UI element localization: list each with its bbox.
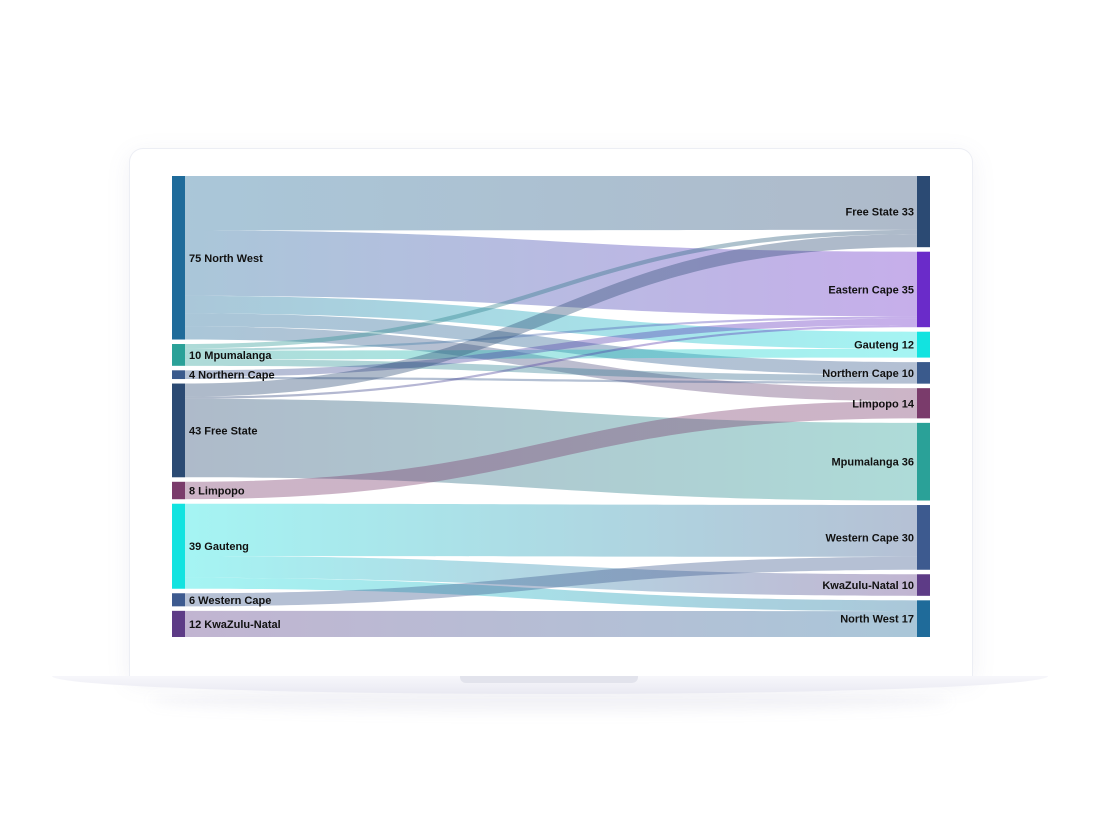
link-free-state-to-free-state bbox=[185, 234, 917, 397]
target-label-northern-cape: Northern Cape 10 bbox=[822, 368, 914, 380]
sankey-links bbox=[185, 176, 917, 637]
source-label-northern-cape: 4 Northern Cape bbox=[189, 370, 275, 382]
target-label-free-state: Free State 33 bbox=[846, 207, 914, 219]
link-mpumalanga-to-free-state bbox=[185, 229, 917, 349]
target-node-gauteng bbox=[917, 331, 930, 358]
target-node-north-west bbox=[917, 600, 930, 637]
target-label-kwazulu-natal: KwaZulu-Natal 10 bbox=[822, 580, 914, 592]
laptop-base bbox=[52, 676, 1048, 694]
source-node-western-cape bbox=[172, 593, 185, 607]
target-label-mpumalanga: Mpumalanga 36 bbox=[831, 457, 914, 469]
link-northern-cape-to-eastern-cape bbox=[185, 318, 917, 377]
target-label-limpopo: Limpopo 14 bbox=[852, 398, 915, 410]
link-north-west-to-gauteng bbox=[185, 295, 917, 349]
source-node-mpumalanga bbox=[172, 344, 185, 366]
link-gauteng-to-north-west bbox=[185, 577, 917, 612]
link-mpumalanga-to-northern-cape bbox=[185, 359, 917, 382]
source-label-north-west: 75 North West bbox=[189, 253, 263, 265]
source-label-mpumalanga: 10 Mpumalanga bbox=[189, 350, 272, 362]
laptop-shadow bbox=[150, 690, 950, 712]
target-node-limpopo bbox=[917, 388, 930, 419]
source-node-gauteng bbox=[172, 503, 185, 589]
link-mpumalanga-to-eastern-cape bbox=[185, 316, 917, 351]
target-node-mpumalanga bbox=[917, 422, 930, 501]
target-node-eastern-cape bbox=[917, 251, 930, 328]
link-gauteng-to-western-cape bbox=[185, 503, 917, 557]
link-north-west-to-free-state bbox=[185, 176, 917, 231]
link-free-state-to-eastern-cape bbox=[185, 325, 917, 399]
target-label-north-west: North West 17 bbox=[840, 614, 914, 626]
link-mpumalanga-to-gauteng bbox=[185, 348, 917, 360]
link-kwazulu-natal-to-north-west bbox=[185, 610, 917, 637]
source-node-limpopo bbox=[172, 481, 185, 500]
source-node-northern-cape bbox=[172, 370, 185, 380]
sankey-nodes bbox=[172, 176, 930, 637]
link-limpopo-to-limpopo bbox=[185, 401, 917, 500]
link-western-cape-to-western-cape bbox=[185, 556, 917, 607]
sankey-labels: 75 North West 10 Mpumalanga 4 Northern Cap… bbox=[189, 207, 915, 631]
source-label-gauteng: 39 Gauteng bbox=[189, 541, 249, 553]
target-node-kwazulu-natal bbox=[917, 574, 930, 596]
target-label-gauteng: Gauteng 12 bbox=[854, 340, 914, 352]
source-label-kwazulu-natal: 12 KwaZulu-Natal bbox=[189, 619, 281, 631]
source-node-free-state bbox=[172, 383, 185, 478]
target-node-western-cape bbox=[917, 505, 930, 570]
source-label-western-cape: 6 Western Cape bbox=[189, 595, 271, 607]
source-label-limpopo: 8 Limpopo bbox=[189, 486, 245, 498]
laptop-notch bbox=[460, 676, 638, 683]
source-label-free-state: 43 Free State bbox=[189, 425, 257, 437]
target-node-free-state bbox=[917, 176, 930, 248]
target-node-northern-cape bbox=[917, 362, 930, 384]
target-label-western-cape: Western Cape 30 bbox=[826, 532, 914, 544]
source-node-north-west bbox=[172, 176, 185, 340]
link-north-west-to-northern-cape bbox=[185, 313, 917, 376]
target-label-eastern-cape: Eastern Cape 35 bbox=[828, 284, 914, 296]
source-node-kwazulu-natal bbox=[172, 610, 185, 637]
